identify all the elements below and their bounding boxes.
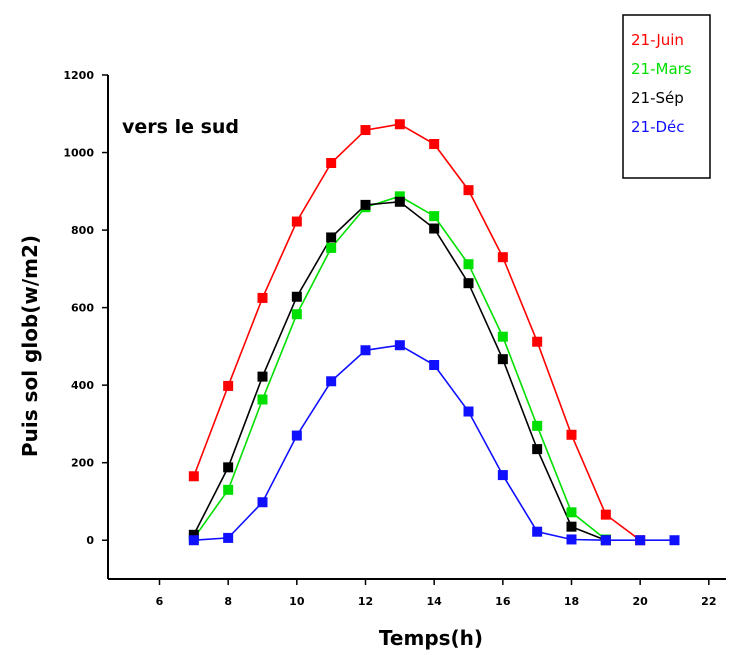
y-tick-label: 800 [71,224,94,237]
legend-entry: 21-Sép [631,89,684,107]
data-point [463,406,474,417]
y-tick-label: 0 [86,534,94,547]
data-point [360,125,371,136]
data-point [291,309,302,320]
data-point [429,223,440,234]
legend-items: 21-Juin 21-Mars 21-Sép 21-Déc [631,31,692,136]
data-point [326,232,337,243]
data-point [291,430,302,441]
data-point [223,484,234,495]
legend: 21-Juin 21-Mars 21-Sép 21-Déc [622,14,711,179]
data-point [532,336,543,347]
y-tick-label: 1200 [63,69,94,82]
data-point [257,371,268,382]
data-point [291,291,302,302]
x-tick-label: 6 [156,595,164,608]
y-tick-label: 200 [71,457,94,470]
x-axis-title: Temps(h) [379,626,483,650]
x-tick-label: 18 [564,595,579,608]
data-point [360,345,371,356]
x-tick-label: 10 [289,595,305,608]
legend-entry: 21-Juin [631,31,684,49]
x-tick-label: 22 [701,595,716,608]
data-point [326,242,337,253]
data-point [497,252,508,263]
data-point [291,216,302,227]
data-point [497,354,508,365]
data-point [566,507,577,518]
x-ticks: 6 8 10 12 14 16 18 20 22 [156,579,716,608]
legend-entry: 21-Mars [631,60,692,78]
data-point [188,535,199,546]
data-point [223,380,234,391]
data-point [600,535,611,546]
data-point [360,199,371,210]
series-line [193,123,641,541]
data-point [394,119,405,130]
data-point [600,509,611,520]
series-points [188,119,680,546]
x-tick-label: 20 [633,595,649,608]
y-tick-label: 600 [71,302,94,315]
data-point [223,462,234,473]
data-point [463,278,474,289]
data-point [532,444,543,455]
data-point [497,331,508,342]
data-point [257,497,268,508]
x-tick-label: 16 [495,595,511,608]
legend-entry: 21-Déc [631,118,685,136]
series-line [193,200,607,541]
data-point [326,158,337,169]
data-point [257,292,268,303]
legend-box [622,14,711,179]
data-point [566,521,577,532]
y-ticks: 0 200 400 600 800 1000 1200 [63,69,108,547]
series-line [193,195,607,541]
data-point [532,420,543,431]
data-point [566,534,577,545]
y-tick-label: 1000 [63,147,94,160]
y-tick-label: 400 [71,379,94,392]
data-point [497,470,508,481]
data-point [188,471,199,482]
series-lines [193,123,675,541]
data-point [429,139,440,150]
data-point [326,376,337,387]
data-point [635,535,646,546]
data-point [463,259,474,270]
x-tick-label: 14 [427,595,443,608]
axes [107,75,726,580]
data-point [188,529,199,540]
data-point [566,429,577,440]
data-point [429,359,440,370]
data-point [223,532,234,543]
x-tick-label: 8 [224,595,232,608]
data-point [394,191,405,202]
data-point [463,185,474,196]
chart-annotation: vers le sud [122,116,239,138]
y-axis-title: Puis sol glob(w/m2) [18,235,42,457]
x-tick-label: 12 [358,595,373,608]
data-point [429,211,440,222]
data-point [669,535,680,546]
data-point [257,394,268,405]
data-point [394,340,405,351]
data-point [394,196,405,207]
data-point [532,526,543,537]
